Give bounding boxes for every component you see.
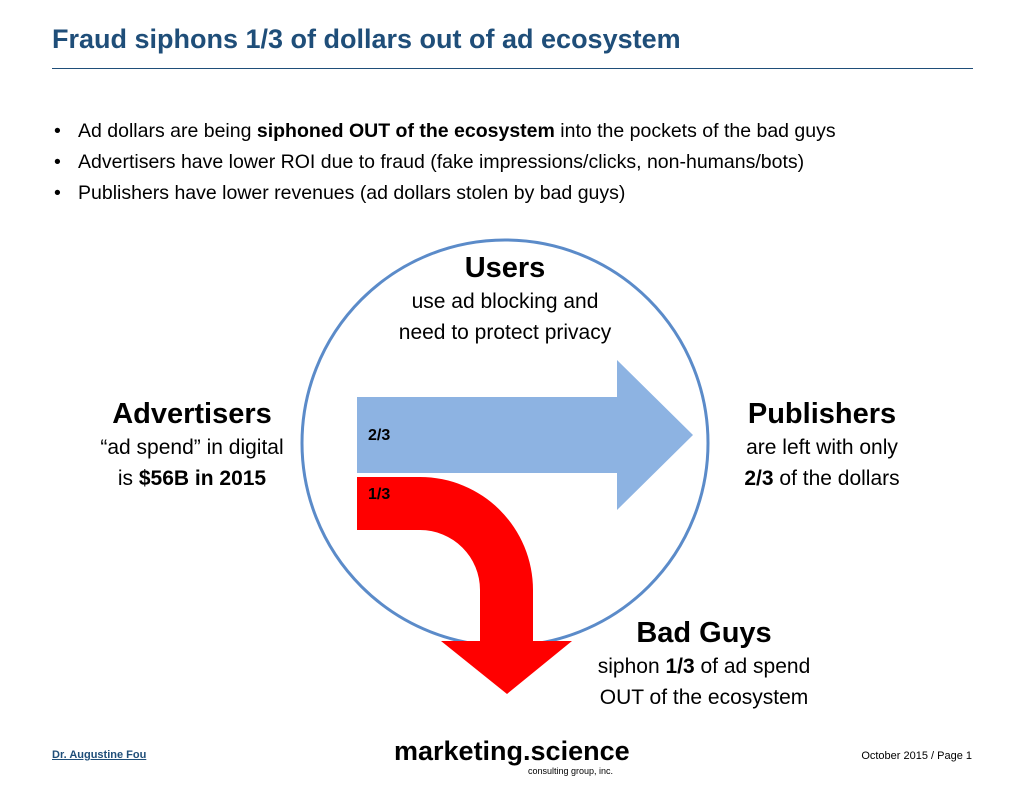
bad-guys-block: Bad Guys siphon 1/3 of ad spend OUT of t… <box>564 615 844 713</box>
publishers-line-2-bold: 2/3 <box>744 467 774 490</box>
bad-guys-line-1-bold: 1/3 <box>665 655 695 678</box>
money-flow-arrow <box>357 360 693 510</box>
advertisers-block: Advertisers “ad spend” in digital is $56… <box>72 396 312 494</box>
users-block: Users use ad blocking and need to protec… <box>355 250 655 348</box>
bad-guys-line-1: siphon 1/3 of ad spend <box>564 651 844 682</box>
users-line-1: use ad blocking and <box>411 290 599 313</box>
author-link[interactable]: Dr. Augustine Fou <box>52 749 147 761</box>
bullet-text-post: into the pockets of the bad guys <box>554 120 836 142</box>
fraction-label-two-thirds: 2/3 <box>368 427 391 444</box>
advertisers-line-1: “ad spend” in digital <box>100 436 284 459</box>
publishers-line-2-post: of the dollars <box>773 467 900 490</box>
publishers-line-1: are left with only <box>746 436 898 459</box>
users-heading: Users <box>464 252 546 284</box>
bullet-symbol: • <box>54 151 61 173</box>
page-info: October 2015 / Page 1 <box>861 750 972 762</box>
bad-guys-line-1-post: of ad spend <box>694 655 811 678</box>
advertisers-heading: Advertisers <box>112 398 272 430</box>
bad-guys-line-2: OUT of the ecosystem <box>599 686 809 709</box>
publishers-line-2: 2/3 of the dollars <box>702 463 942 494</box>
advertisers-line-2: is $56B in 2015 <box>72 463 312 494</box>
slide-title: Fraud siphons 1/3 of dollars out of ad e… <box>52 24 681 54</box>
bullet-item-3: • Publishers have lower revenues (ad dol… <box>52 178 836 209</box>
bullet-symbol: • <box>54 120 61 142</box>
bullet-list: • Ad dollars are being siphoned OUT of t… <box>52 116 836 209</box>
brand-tagline: consulting group, inc. <box>528 766 614 776</box>
bullet-text: Publishers have lower revenues (ad dolla… <box>78 182 626 204</box>
fraction-label-one-third: 1/3 <box>368 486 391 503</box>
advertisers-line-2-pre: is <box>117 467 139 490</box>
bullet-text-bold: siphoned OUT of the ecosystem <box>256 120 555 142</box>
bullet-text: Advertisers have lower ROI due to fraud … <box>78 151 805 173</box>
siphon-arrow <box>357 477 572 694</box>
bad-guys-heading: Bad Guys <box>636 617 772 649</box>
bullet-symbol: • <box>54 182 61 204</box>
publishers-heading: Publishers <box>747 398 897 430</box>
bad-guys-line-1-pre: siphon <box>597 655 666 678</box>
title-underline <box>52 68 973 69</box>
brand-logo-text: marketing.science <box>394 736 630 766</box>
bullet-item-2: • Advertisers have lower ROI due to frau… <box>52 147 836 178</box>
advertisers-line-2-bold: $56B in 2015 <box>138 467 267 490</box>
users-line-2: need to protect privacy <box>398 321 612 344</box>
bullet-item-1: • Ad dollars are being siphoned OUT of t… <box>52 116 836 147</box>
bullet-text-pre: Ad dollars are being <box>78 120 257 142</box>
publishers-block: Publishers are left with only 2/3 of the… <box>702 396 942 494</box>
